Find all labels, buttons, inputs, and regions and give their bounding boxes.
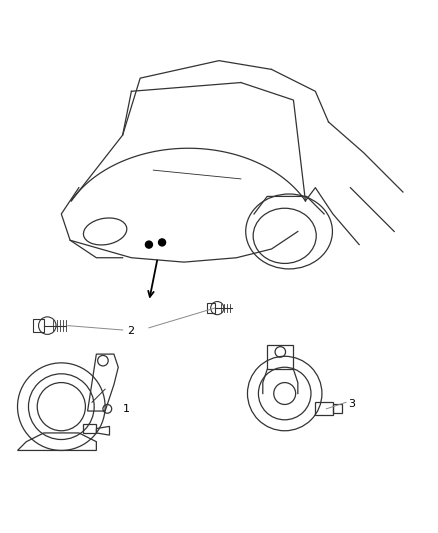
- Text: 1: 1: [123, 404, 130, 414]
- Text: 2: 2: [127, 326, 134, 336]
- Circle shape: [145, 241, 152, 248]
- Circle shape: [159, 239, 166, 246]
- Text: 3: 3: [348, 399, 355, 409]
